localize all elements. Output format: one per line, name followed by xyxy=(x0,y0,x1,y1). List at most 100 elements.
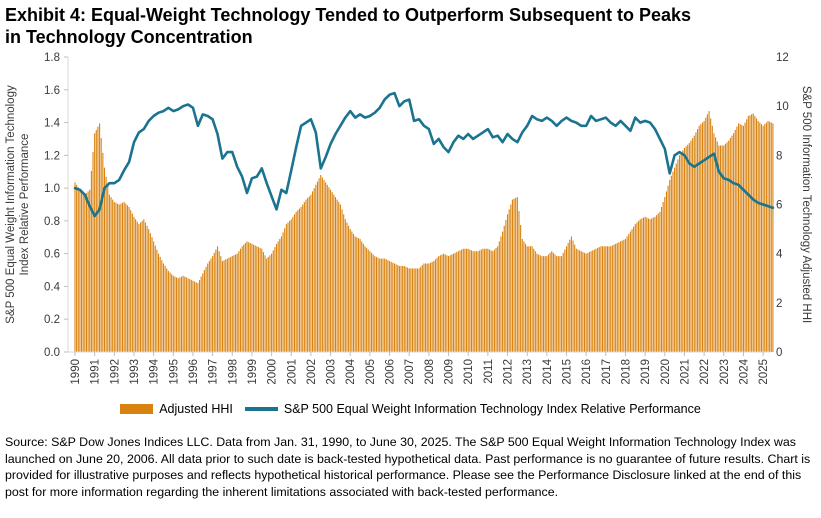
x-axis-tick-label: 2017 xyxy=(601,359,613,385)
hhi-bar xyxy=(352,234,355,352)
x-axis-tick-label: 2018 xyxy=(620,359,632,385)
hhi-bar xyxy=(338,202,340,352)
hhi-bar xyxy=(325,182,327,352)
hhi-bar xyxy=(679,155,681,352)
hhi-bar xyxy=(715,137,717,352)
hhi-bar xyxy=(534,251,536,352)
x-axis-tick-label: 1998 xyxy=(227,359,239,385)
hhi-bar xyxy=(313,188,315,352)
hhi-bar xyxy=(123,202,125,352)
hhi-bar xyxy=(746,119,748,352)
hhi-bar xyxy=(459,250,461,352)
x-axis-tick-label: 1995 xyxy=(168,359,180,385)
hhi-bar xyxy=(439,255,441,352)
hhi-bar xyxy=(208,261,210,352)
hhi-bar xyxy=(413,268,415,352)
x-axis-tick-label: 2004 xyxy=(345,358,357,384)
hhi-bar xyxy=(236,253,238,352)
hhi-bar xyxy=(654,216,656,352)
hhi-bar xyxy=(305,199,307,352)
left-axis-tick-label: 0.2 xyxy=(44,314,60,326)
hhi-bar xyxy=(326,184,328,352)
hhi-bar xyxy=(505,220,507,352)
x-axis-tick-label: 2009 xyxy=(444,359,456,385)
x-axis-tick-label: 2025 xyxy=(758,359,770,385)
hhi-bar xyxy=(721,145,723,352)
hhi-bar xyxy=(210,258,212,352)
hhi-bar xyxy=(200,276,202,352)
hhi-bar xyxy=(334,197,337,353)
hhi-bar xyxy=(277,241,279,353)
left-axis-title: S&P 500 Equal Weight Information Technol… xyxy=(5,85,17,324)
hhi-bar xyxy=(416,268,418,352)
x-axis-tick-label: 2001 xyxy=(286,359,298,385)
hhi-bar xyxy=(531,246,533,352)
hhi-bar xyxy=(271,253,273,352)
right-axis-title: S&P 500 Information Technology Adjusted … xyxy=(800,86,812,323)
hhi-bar xyxy=(729,138,731,352)
hhi-bar xyxy=(392,262,394,352)
hhi-bar xyxy=(159,256,161,352)
hhi-bar xyxy=(74,182,76,352)
hhi-bar xyxy=(605,246,607,352)
hhi-bar xyxy=(520,224,522,352)
hhi-bar xyxy=(629,231,631,352)
hhi-bar xyxy=(606,246,609,352)
hhi-bar xyxy=(492,251,494,352)
hhi-bar xyxy=(697,129,699,352)
hhi-bar xyxy=(736,126,738,353)
hhi-bar xyxy=(583,252,586,352)
hhi-bar xyxy=(456,252,458,352)
hhi-bar xyxy=(493,249,495,352)
hhi-bar xyxy=(361,241,363,353)
hhi-bar xyxy=(672,171,674,352)
hhi-bar xyxy=(297,210,299,352)
hhi-bar xyxy=(624,238,627,352)
hhi-bar xyxy=(431,261,433,352)
hhi-bar xyxy=(524,243,527,352)
hhi-bar xyxy=(267,256,269,352)
hhi-bar xyxy=(415,268,417,352)
hhi-bar xyxy=(272,250,274,352)
hhi-bar xyxy=(174,276,176,352)
hhi-bar xyxy=(84,194,86,352)
hhi-bar xyxy=(76,184,78,352)
hhi-bar xyxy=(275,243,278,352)
hhi-bar xyxy=(685,146,687,352)
hhi-bar xyxy=(425,263,427,352)
hhi-bar xyxy=(747,116,749,352)
hhi-bar xyxy=(644,216,646,352)
hhi-bar xyxy=(593,249,595,352)
x-axis-tick-label: 2024 xyxy=(738,358,750,384)
hhi-bar xyxy=(634,224,636,352)
hhi-bar xyxy=(372,254,374,352)
hhi-bar xyxy=(421,265,423,352)
hhi-bar xyxy=(670,175,672,352)
hhi-bar xyxy=(741,125,743,352)
hhi-bar xyxy=(300,206,302,352)
hhi-bar xyxy=(429,262,432,352)
hhi-bar xyxy=(348,225,350,352)
hhi-bar xyxy=(382,258,384,352)
hhi-bar xyxy=(284,228,286,352)
hhi-bar xyxy=(139,222,142,352)
hhi-bar xyxy=(187,278,189,352)
legend-item-relative-performance: S&P 500 Equal Weight Information Technol… xyxy=(244,402,701,416)
hhi-bar xyxy=(692,138,694,352)
hhi-bar xyxy=(546,256,548,353)
hhi-bar xyxy=(677,159,679,352)
x-axis-tick-label: 2003 xyxy=(326,359,338,385)
x-axis-tick-label: 1994 xyxy=(149,358,161,384)
hhi-bar xyxy=(760,124,763,352)
hhi-bar xyxy=(253,244,255,352)
hhi-bar xyxy=(97,126,99,353)
legend-item-adjusted-hhi: Adjusted HHI xyxy=(120,402,233,416)
hhi-bar xyxy=(641,218,643,352)
hhi-bar xyxy=(403,265,405,352)
hhi-bar xyxy=(549,252,551,352)
hhi-bar xyxy=(585,253,587,352)
hhi-bar xyxy=(158,253,160,352)
hhi-bar xyxy=(516,197,518,353)
hhi-bar xyxy=(636,222,638,352)
